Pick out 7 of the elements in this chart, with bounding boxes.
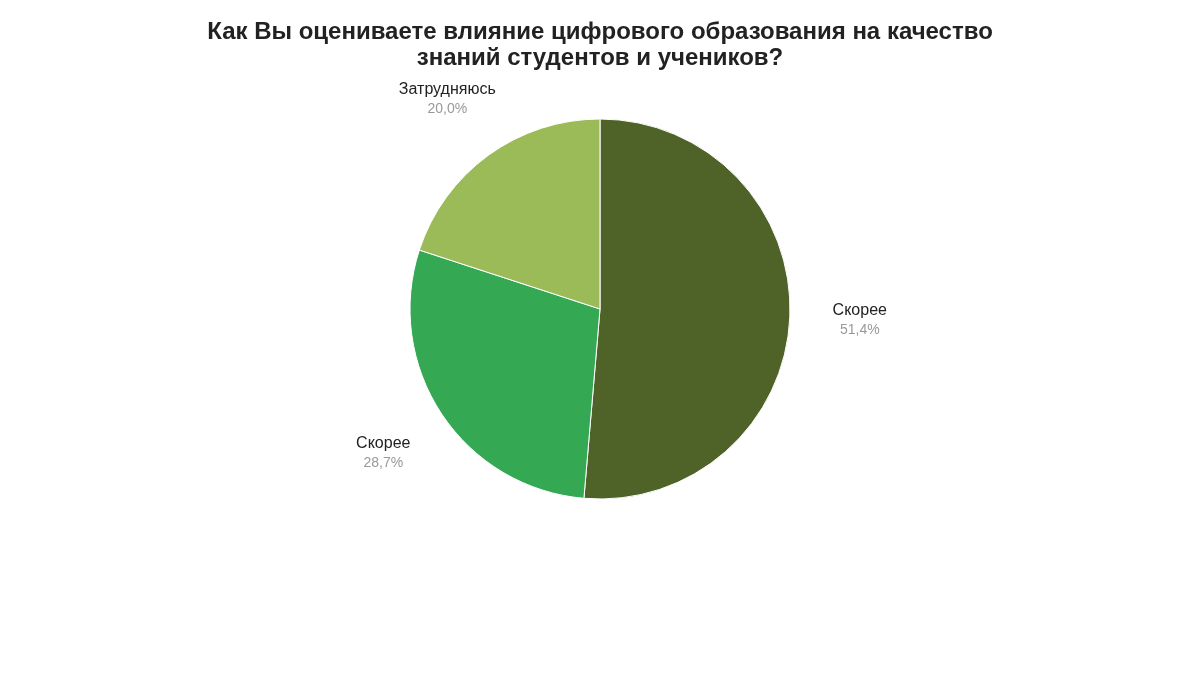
slice-label: Скорее bbox=[356, 433, 411, 451]
data-label: 28,7% bbox=[363, 453, 404, 470]
slice-label: Скорее bbox=[832, 301, 888, 319]
data-label: 20,0% bbox=[427, 99, 468, 116]
data-label: 51,4% bbox=[839, 321, 880, 338]
slice-label: Затрудняюсь bbox=[398, 79, 496, 97]
chart-title: Как Вы оцениваете влияние цифрового образования на качество знаний студентов и учеников? bbox=[207, 17, 993, 70]
